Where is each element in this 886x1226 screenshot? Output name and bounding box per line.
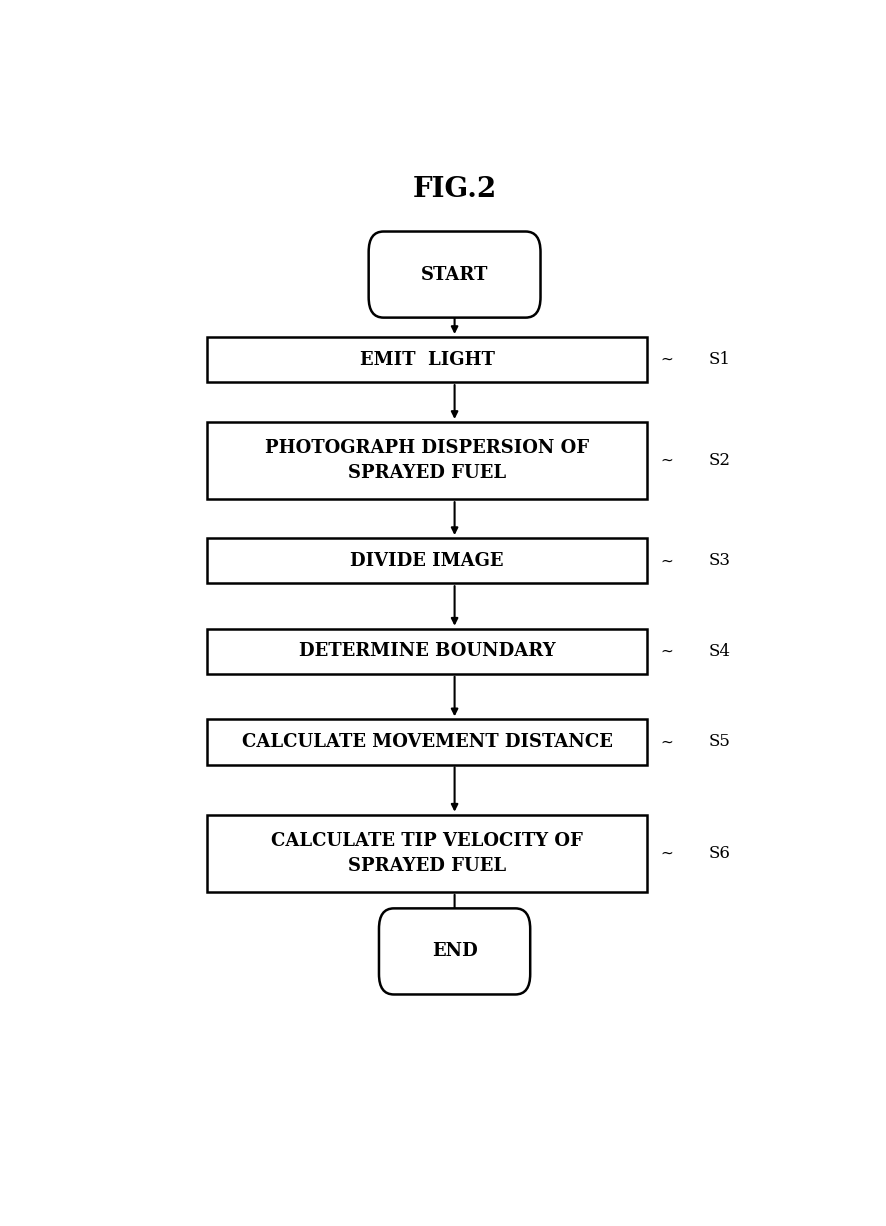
Text: PHOTOGRAPH DISPERSION OF
SPRAYED FUEL: PHOTOGRAPH DISPERSION OF SPRAYED FUEL [265, 439, 588, 482]
FancyBboxPatch shape [207, 720, 647, 765]
Text: S1: S1 [708, 351, 730, 368]
FancyBboxPatch shape [378, 908, 530, 994]
Text: START: START [421, 266, 487, 283]
Text: ~: ~ [660, 454, 672, 468]
Text: S3: S3 [708, 552, 730, 569]
Text: S6: S6 [708, 845, 730, 862]
Text: END: END [431, 943, 477, 960]
Text: CALCULATE MOVEMENT DISTANCE: CALCULATE MOVEMENT DISTANCE [241, 733, 612, 750]
FancyBboxPatch shape [207, 538, 647, 584]
FancyBboxPatch shape [207, 337, 647, 383]
Text: CALCULATE TIP VELOCITY OF
SPRAYED FUEL: CALCULATE TIP VELOCITY OF SPRAYED FUEL [271, 831, 582, 874]
Text: ~: ~ [660, 846, 672, 861]
Text: S4: S4 [708, 642, 730, 660]
FancyBboxPatch shape [207, 629, 647, 674]
FancyBboxPatch shape [207, 814, 647, 893]
Text: DETERMINE BOUNDARY: DETERMINE BOUNDARY [299, 642, 555, 661]
Text: ~: ~ [660, 352, 672, 367]
Text: ~: ~ [660, 644, 672, 658]
FancyBboxPatch shape [207, 422, 647, 499]
Text: ~: ~ [660, 553, 672, 568]
Text: S2: S2 [708, 452, 730, 470]
Text: FIG.2: FIG.2 [412, 177, 496, 204]
FancyBboxPatch shape [369, 232, 540, 318]
Text: ~: ~ [660, 734, 672, 749]
Text: EMIT  LIGHT: EMIT LIGHT [359, 351, 494, 369]
Text: DIVIDE IMAGE: DIVIDE IMAGE [350, 552, 503, 570]
Text: S5: S5 [708, 733, 730, 750]
